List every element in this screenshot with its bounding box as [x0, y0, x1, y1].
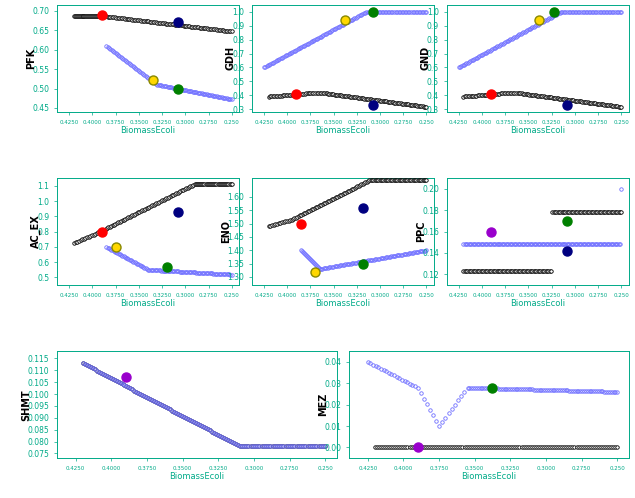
X-axis label: BiomassEcoli: BiomassEcoli — [121, 126, 176, 135]
Y-axis label: GDH: GDH — [225, 46, 236, 71]
X-axis label: BiomassEcoli: BiomassEcoli — [170, 472, 224, 481]
X-axis label: BiomassEcoli: BiomassEcoli — [462, 472, 516, 481]
X-axis label: BiomassEcoli: BiomassEcoli — [510, 299, 565, 308]
X-axis label: BiomassEcoli: BiomassEcoli — [121, 299, 176, 308]
Y-axis label: PPC: PPC — [416, 221, 425, 243]
Y-axis label: MEZ: MEZ — [318, 393, 328, 416]
Y-axis label: ENO: ENO — [221, 220, 231, 243]
X-axis label: BiomassEcoli: BiomassEcoli — [316, 299, 370, 308]
Y-axis label: AC_EX: AC_EX — [31, 215, 41, 249]
Y-axis label: SHMT: SHMT — [21, 389, 31, 420]
X-axis label: BiomassEcoli: BiomassEcoli — [316, 126, 370, 135]
Y-axis label: GND: GND — [420, 46, 431, 71]
X-axis label: BiomassEcoli: BiomassEcoli — [510, 126, 565, 135]
Y-axis label: PFK: PFK — [26, 48, 36, 69]
